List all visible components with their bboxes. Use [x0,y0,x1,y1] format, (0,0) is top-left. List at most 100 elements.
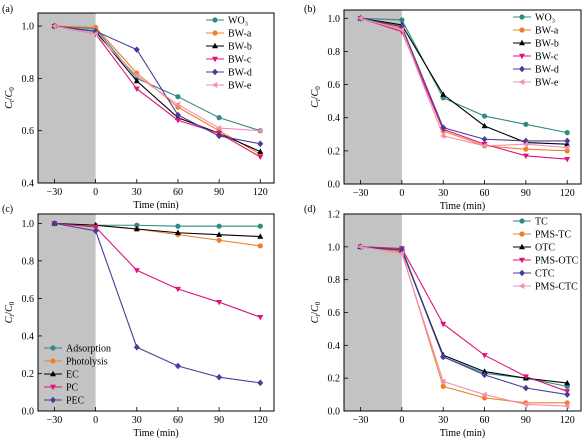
y-tick-label: 0.6 [22,294,35,305]
data-point [93,24,99,30]
legend-marker [50,358,56,364]
legend: TC PMS-TC OTC PMS-OTC CTC PMS-CTC [513,217,579,293]
x-tick-label: 90 [214,187,224,198]
y-tick-label: 0.2 [328,374,341,385]
plot-frame [343,213,582,412]
legend-marker [518,79,525,85]
panel-label: (a) [2,4,13,15]
y-axis-label: Ct/C0 [310,86,322,108]
legend-marker [519,39,525,46]
data-point [440,353,447,361]
series-line [360,246,568,407]
legend-label: Photolysis [66,357,108,368]
series-line [54,222,261,238]
y-tick-label: 0.2 [328,146,341,157]
x-tick-label: 120 [560,188,575,199]
data-point [133,268,140,274]
data-point [522,384,529,392]
legend-label: WO₃ [535,13,555,24]
x-tick-label: 90 [521,188,531,199]
x-tick-label: 60 [480,188,490,199]
x-tick-label: 30 [438,188,448,199]
legend: Adsorption Photolysis EC PC PEC [44,344,111,407]
data-point [522,141,529,148]
series-line [360,17,568,152]
data-point [175,94,181,100]
data-point [481,391,487,398]
data-point [440,91,447,97]
data-point [257,223,263,229]
series-line [54,25,261,132]
x-tick-label: 90 [214,415,224,426]
y-tick-label: 0.4 [328,341,341,352]
legend-marker [50,370,56,377]
legend-label: BW-c [228,55,252,66]
legend-marker [211,82,218,88]
legend-marker [518,283,525,289]
legend: WO₃ BW-a BW-b BW-c BW-d BW-e [206,16,252,92]
x-axis-label: Time (min) [133,200,178,211]
data-point [440,383,446,389]
data-point [481,113,488,119]
data-point [522,153,529,160]
dark-adsorption-shade [38,13,96,183]
y-tick-label: 0.8 [22,256,35,267]
legend-marker [519,65,525,73]
data-point [216,115,222,121]
data-point [481,368,488,374]
legend-marker [519,218,525,224]
legend-label: PMS-OTC [535,256,579,267]
legend-label: BW-e [535,78,559,89]
data-point [564,403,570,410]
plot-frame [37,12,275,184]
legend-marker [519,27,525,33]
legend-label: BW-a [228,29,252,40]
x-tick-label: 60 [173,415,183,426]
y-tick-label: 0.2 [22,369,35,380]
data-point [174,111,181,119]
legend-marker [212,42,218,49]
data-point [564,137,571,145]
data-point [216,223,222,229]
legend-marker [519,257,525,264]
series-line [360,246,568,404]
series-line [360,17,568,142]
y-tick-label: 0.6 [328,308,341,319]
data-point [357,15,363,22]
data-point [440,124,447,131]
data-point [92,30,98,37]
y-tick-label: 1.0 [328,242,341,253]
data-point [133,77,140,84]
data-point [257,379,264,387]
x-tick-label: 30 [132,187,142,198]
data-point [398,26,405,33]
y-tick-label: 0.4 [22,331,35,342]
y-axis-label: Ct/C0 [4,87,16,109]
data-point [481,142,487,149]
x-tick-label: −30 [47,415,63,426]
legend-label: BW-d [228,68,252,79]
data-point [481,135,488,143]
legend-marker [212,68,218,76]
legend-marker [519,269,525,277]
y-axis-label: Ct/C0 [310,301,322,323]
data-point [257,148,264,154]
x-tick-label: 30 [438,415,448,426]
data-point [522,401,529,408]
legend-label: WO₃ [228,16,248,27]
dark-adsorption-shade [344,214,402,411]
data-point [257,243,263,249]
legend-label: EC [66,370,79,381]
x-tick-label: −30 [353,188,369,199]
series-line [360,246,568,392]
legend-label: BW-c [535,52,559,63]
legend-label: PMS-CTC [535,282,578,293]
series-line [54,222,261,318]
x-axis-label: Time (min) [440,201,485,212]
y-tick-label: 1.2 [328,210,341,221]
legend-marker [519,53,525,60]
y-tick-label: 0.4 [328,113,341,124]
y-tick-label: 1.0 [328,14,341,25]
x-axis-label: Time (min) [133,428,178,439]
x-tick-label: 60 [480,415,490,426]
